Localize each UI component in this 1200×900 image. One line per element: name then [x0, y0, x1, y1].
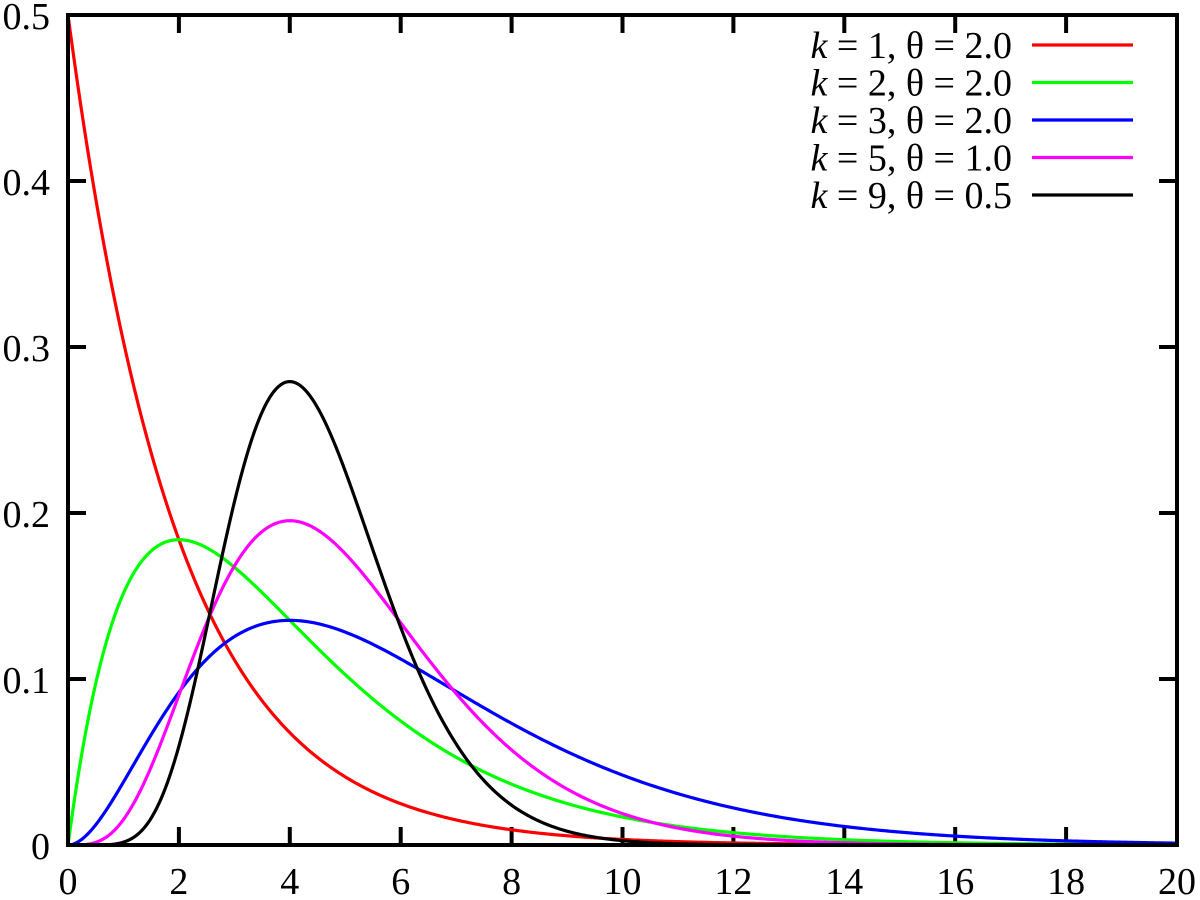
- legend-label: k = 3, θ = 2.0: [811, 100, 1012, 142]
- y-tick-label: 0.2: [3, 494, 51, 536]
- legend-label: k = 1, θ = 2.0: [811, 25, 1012, 67]
- legend-label: k = 9, θ = 0.5: [811, 175, 1012, 217]
- x-tick-label: 0: [59, 861, 78, 900]
- y-tick-label: 0.1: [3, 660, 51, 702]
- y-tick-label: 0.4: [3, 162, 51, 204]
- plot-border: [66, 13, 1179, 847]
- x-tick-label: 14: [825, 861, 863, 900]
- x-tick-label: 20: [1158, 861, 1196, 900]
- x-tick-label: 12: [714, 861, 752, 900]
- x-tick-label: 4: [280, 861, 299, 900]
- x-tick-label: 10: [604, 861, 642, 900]
- legend-label: k = 2, θ = 2.0: [811, 63, 1012, 105]
- legend: k = 1, θ = 2.0k = 2, θ = 2.0k = 3, θ = 2…: [811, 25, 1133, 217]
- legend-item: k = 2, θ = 2.0: [811, 63, 1133, 105]
- y-tick-label: 0.3: [3, 328, 51, 370]
- y-tick-label: 0.5: [3, 0, 51, 38]
- axis-tick-labels: 0 2 4 6 8 10 12 14 16 18 20 0 0.1 0.2 0.3 0.4 0.5: [3, 0, 1197, 900]
- legend-item: k = 9, θ = 0.5: [811, 175, 1133, 217]
- x-tick-label: 2: [169, 861, 188, 900]
- legend-item: k = 1, θ = 2.0: [811, 25, 1133, 67]
- x-tick-label: 16: [936, 861, 974, 900]
- x-tick-label: 8: [502, 861, 521, 900]
- y-tick-label: 0: [31, 826, 50, 868]
- x-tick-label: 6: [391, 861, 410, 900]
- x-tick-label: 18: [1047, 861, 1085, 900]
- legend-item: k = 3, θ = 2.0: [811, 100, 1133, 142]
- curve-k3: [66, 618, 1179, 847]
- legend-label: k = 5, θ = 1.0: [811, 138, 1012, 180]
- legend-item: k = 5, θ = 1.0: [811, 138, 1133, 180]
